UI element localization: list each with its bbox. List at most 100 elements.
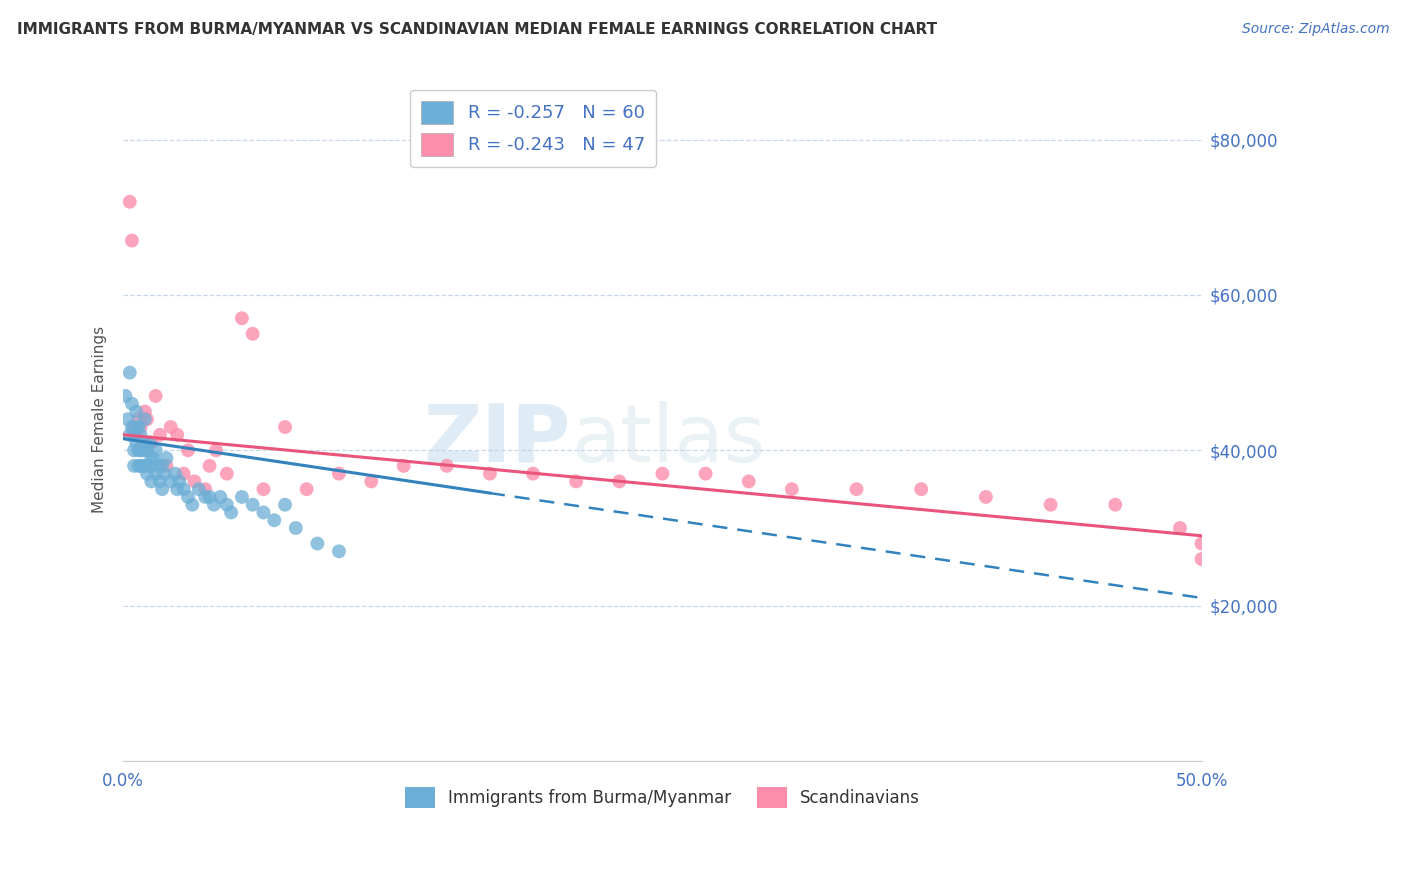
- Point: [307, 536, 329, 550]
- Point: [1191, 552, 1213, 566]
- Point: [1104, 498, 1126, 512]
- Point: [436, 458, 458, 473]
- Point: [145, 389, 167, 403]
- Point: [780, 482, 803, 496]
- Point: [242, 326, 264, 341]
- Point: [169, 475, 191, 489]
- Point: [263, 513, 285, 527]
- Point: [181, 498, 204, 512]
- Point: [134, 435, 156, 450]
- Point: [121, 234, 143, 248]
- Point: [159, 420, 181, 434]
- Point: [194, 490, 217, 504]
- Point: [328, 467, 350, 481]
- Point: [607, 475, 630, 489]
- Point: [118, 194, 141, 209]
- Point: [219, 506, 242, 520]
- Point: [205, 443, 228, 458]
- Point: [173, 467, 195, 481]
- Point: [142, 451, 165, 466]
- Point: [117, 412, 139, 426]
- Point: [125, 420, 148, 434]
- Point: [134, 412, 156, 426]
- Point: [132, 458, 155, 473]
- Point: [231, 490, 253, 504]
- Point: [149, 427, 172, 442]
- Point: [198, 458, 221, 473]
- Point: [522, 467, 544, 481]
- Point: [121, 420, 143, 434]
- Point: [122, 420, 145, 434]
- Point: [129, 427, 152, 442]
- Point: [194, 482, 217, 496]
- Point: [695, 467, 717, 481]
- Point: [122, 427, 145, 442]
- Point: [145, 467, 167, 481]
- Point: [150, 482, 173, 496]
- Point: [136, 443, 159, 458]
- Point: [136, 412, 159, 426]
- Point: [141, 475, 163, 489]
- Point: [129, 443, 152, 458]
- Point: [114, 389, 136, 403]
- Point: [360, 475, 382, 489]
- Point: [274, 420, 297, 434]
- Point: [125, 404, 148, 418]
- Point: [177, 490, 200, 504]
- Point: [252, 482, 274, 496]
- Point: [134, 458, 156, 473]
- Point: [177, 443, 200, 458]
- Point: [295, 482, 318, 496]
- Point: [274, 498, 297, 512]
- Point: [242, 498, 264, 512]
- Point: [153, 467, 176, 481]
- Point: [125, 427, 148, 442]
- Point: [155, 458, 177, 473]
- Text: ZIP: ZIP: [423, 401, 571, 479]
- Point: [132, 443, 155, 458]
- Point: [145, 443, 167, 458]
- Point: [127, 443, 149, 458]
- Point: [173, 482, 195, 496]
- Point: [125, 435, 148, 450]
- Point: [284, 521, 307, 535]
- Point: [134, 404, 156, 418]
- Point: [215, 467, 238, 481]
- Point: [737, 475, 759, 489]
- Point: [166, 482, 188, 496]
- Point: [845, 482, 868, 496]
- Point: [127, 420, 149, 434]
- Y-axis label: Median Female Earnings: Median Female Earnings: [93, 326, 107, 513]
- Point: [138, 435, 160, 450]
- Point: [149, 475, 172, 489]
- Point: [187, 482, 209, 496]
- Text: IMMIGRANTS FROM BURMA/MYANMAR VS SCANDINAVIAN MEDIAN FEMALE EARNINGS CORRELATION: IMMIGRANTS FROM BURMA/MYANMAR VS SCANDIN…: [17, 22, 936, 37]
- Point: [478, 467, 501, 481]
- Point: [910, 482, 932, 496]
- Text: Source: ZipAtlas.com: Source: ZipAtlas.com: [1241, 22, 1389, 37]
- Point: [155, 451, 177, 466]
- Point: [118, 366, 141, 380]
- Point: [138, 458, 160, 473]
- Point: [565, 475, 588, 489]
- Point: [129, 420, 152, 434]
- Point: [146, 458, 169, 473]
- Point: [129, 458, 152, 473]
- Point: [121, 397, 143, 411]
- Point: [166, 427, 188, 442]
- Point: [127, 458, 149, 473]
- Point: [141, 435, 163, 450]
- Point: [122, 458, 145, 473]
- Point: [122, 443, 145, 458]
- Point: [202, 498, 225, 512]
- Point: [215, 498, 238, 512]
- Point: [127, 412, 149, 426]
- Point: [1168, 521, 1191, 535]
- Point: [159, 475, 181, 489]
- Point: [252, 506, 274, 520]
- Point: [136, 467, 159, 481]
- Point: [1039, 498, 1062, 512]
- Point: [165, 467, 187, 481]
- Point: [1191, 536, 1213, 550]
- Point: [150, 458, 173, 473]
